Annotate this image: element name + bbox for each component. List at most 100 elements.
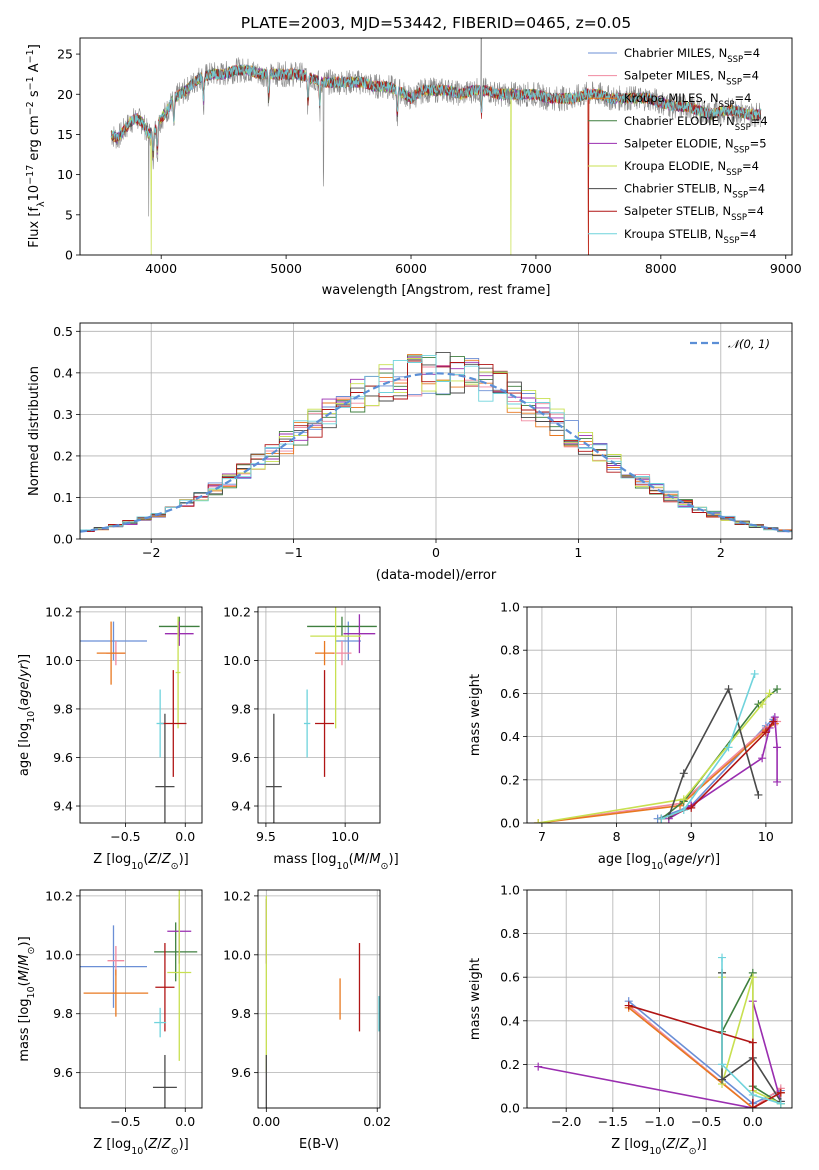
y-tick-label: 10.0 <box>45 947 73 962</box>
x-tick-label: 10 <box>758 829 774 844</box>
legend-entry: Chabrier STELIB, NSSP=4 <box>624 182 765 201</box>
y-axis-label: Normed distribution <box>27 366 42 496</box>
x-tick-label: 0.00 <box>252 1114 280 1129</box>
x-tick-label: −0.5 <box>110 829 140 844</box>
weight-marker <box>718 953 727 962</box>
errorbar-point <box>164 621 194 646</box>
y-axis-label: mass weight <box>468 674 483 756</box>
y-axis-label: mass weight <box>468 958 483 1040</box>
y-axis-label: Flux [fλ10−17 erg cm−2 s−1 A−1] <box>25 44 47 248</box>
grid-age-mass <box>258 607 380 823</box>
legend-entry: Salpeter ELODIE, NSSP=5 <box>624 136 767 155</box>
errorbar-point <box>154 922 198 982</box>
grid-age-Z <box>80 607 202 823</box>
chart-age-mass: 9.5 10.0 9.4 9.6 9.8 10.0 10.2 <box>223 604 381 844</box>
y-tick-label: 5 <box>65 207 73 222</box>
chart-age-Z: −0.5 0.0 9.4 9.6 9.8 10.0 10.2 <box>45 604 203 844</box>
weight-marker <box>773 743 782 752</box>
weight-marker <box>724 685 733 694</box>
y-tick-label: 0.6 <box>500 970 520 985</box>
x-tick-label: 9 <box>687 829 695 844</box>
weight-marker <box>718 1075 727 1084</box>
weight-line <box>628 1004 782 1108</box>
y-tick-label: 9.8 <box>231 701 251 716</box>
y-axis-label: mass [log10(M/M⊙)] <box>17 936 37 1061</box>
x-axis-label: age [log10(age/yr)] <box>598 852 720 872</box>
y-tick-label: 0.4 <box>500 729 520 744</box>
errorbar-point <box>96 621 126 685</box>
axes-frame <box>526 889 793 1109</box>
weight-line <box>661 673 756 820</box>
legend-entry: Kroupa MILES, NSSP=4 <box>624 91 751 110</box>
plot-weight-Z <box>534 953 785 1108</box>
errorbar-point <box>167 890 192 1061</box>
y-tick-label: 10.2 <box>223 604 251 619</box>
errorbar-point <box>265 713 282 823</box>
weight-marker <box>758 700 767 709</box>
plot-residuals <box>80 351 792 539</box>
x-tick-label: 9.5 <box>256 829 276 844</box>
x-tick-label: −1.5 <box>598 1114 628 1129</box>
y-tick-label: 20 <box>57 87 73 102</box>
plot-age-mass <box>265 607 377 823</box>
y-tick-label: 25 <box>57 47 73 62</box>
weight-marker <box>748 1038 757 1047</box>
weight-marker <box>724 743 733 752</box>
errorbar-point <box>160 670 187 777</box>
weight-marker <box>770 713 779 722</box>
axes-frame <box>79 37 793 256</box>
errorbar-point <box>80 621 147 661</box>
figure-title: PLATE=2003, MJD=53442, FIBERID=0465, z=0… <box>241 14 631 32</box>
x-tick-label: 6000 <box>395 261 427 276</box>
y-tick-label: 1.0 <box>500 600 520 615</box>
y-tick-label: 0.4 <box>53 365 73 380</box>
plot-age-Z <box>80 616 200 823</box>
chart-residuals: −2 −1 0 1 2 0.0 0.1 0.2 0.3 0.4 0.5 𝒩(0, 1) <box>53 322 793 560</box>
weight-marker <box>657 814 666 823</box>
y-tick-label: 0.0 <box>53 532 73 547</box>
x-axis-label: Z [log10(Z/Z⊙)] <box>93 852 188 872</box>
weight-line <box>721 957 782 1105</box>
grid-mass-EBV <box>258 890 380 1108</box>
errorbar-point <box>80 925 147 1008</box>
x-tick-label: −0.5 <box>691 1114 721 1129</box>
weight-marker <box>748 1090 757 1099</box>
x-tick-label: 0.0 <box>175 1114 195 1129</box>
x-axis-label: Z [log10(Z/Z⊙)] <box>93 1137 188 1157</box>
x-axis-label: wavelength [Angstrom, rest frame] <box>322 283 551 298</box>
x-tick-label: 2 <box>717 545 725 560</box>
weight-marker <box>748 1104 757 1108</box>
weight-marker <box>758 754 767 763</box>
y-tick-label: 10.0 <box>223 947 251 962</box>
plot-weight-age <box>534 669 782 823</box>
chart-weight-Z: −2.0 −1.5 −1.0 −0.5 0.0 0.0 0.2 0.4 0.6 0.8 1.0 <box>500 883 793 1129</box>
weight-line <box>721 972 782 1105</box>
weight-marker <box>776 1088 785 1097</box>
errorbar-point <box>155 713 175 823</box>
y-tick-label: 9.6 <box>231 1065 251 1080</box>
x-tick-label: 4000 <box>145 261 177 276</box>
y-tick-label: 0.8 <box>500 926 520 941</box>
chart-mass-EBV: 0.00 0.02 9.6 9.8 10.0 10.2 <box>223 888 391 1129</box>
weight-line <box>668 688 760 817</box>
weight-marker <box>679 795 688 804</box>
y-tick-label: 0.8 <box>500 643 520 658</box>
errorbar-point <box>152 1054 177 1108</box>
plot-mass-EBV <box>265 895 380 1108</box>
axes-frame <box>257 889 381 1109</box>
chart-weight-age: 7 8 9 10 0.0 0.2 0.4 0.6 0.8 1.0 <box>500 600 793 844</box>
x-tick-label: 0.0 <box>743 1114 763 1129</box>
y-tick-label: 0.0 <box>500 816 520 831</box>
y-tick-label: 10.2 <box>45 604 73 619</box>
y-tick-label: 0.3 <box>53 407 73 422</box>
weight-marker <box>750 669 759 678</box>
errorbar-point <box>175 616 181 729</box>
x-tick-label: 7 <box>538 829 546 844</box>
y-tick-label: 0.4 <box>500 1013 520 1028</box>
weight-marker <box>754 790 763 799</box>
x-tick-label: 10.0 <box>331 829 359 844</box>
weight-marker <box>776 1099 785 1108</box>
weight-line <box>721 972 782 1102</box>
weight-marker <box>773 777 782 786</box>
errorbar-point <box>335 621 361 661</box>
